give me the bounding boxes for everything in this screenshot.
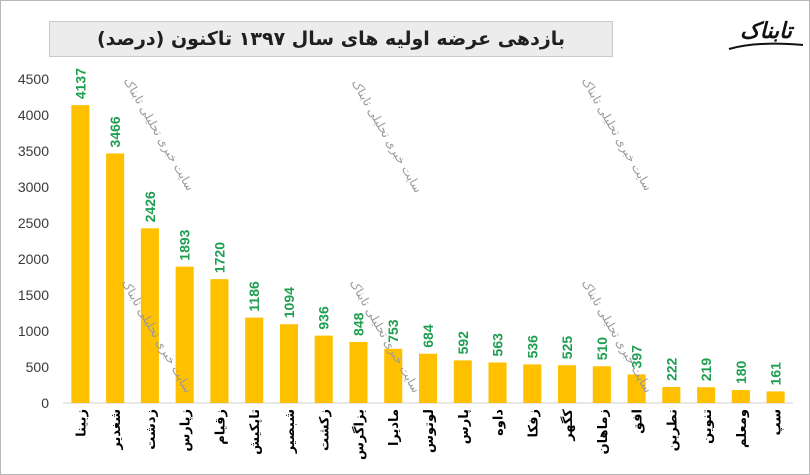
category-label: کگهر xyxy=(560,409,576,442)
logo-swoosh-icon xyxy=(728,42,804,50)
bar xyxy=(175,266,194,403)
value-label: 4137 xyxy=(72,68,88,99)
bar xyxy=(697,387,716,403)
bar xyxy=(418,353,438,403)
bar xyxy=(627,374,646,403)
bar xyxy=(279,324,298,403)
value-label: 219 xyxy=(698,358,714,382)
value-label: 222 xyxy=(663,357,679,381)
category-label: شبصیر xyxy=(283,409,298,454)
category-label: سپ xyxy=(770,409,785,436)
bar xyxy=(140,228,159,403)
bar xyxy=(384,348,403,403)
value-label: 936 xyxy=(316,306,332,330)
y-tick-label: 4500 xyxy=(18,71,49,87)
category-label: ومعلم xyxy=(735,409,750,448)
bar xyxy=(662,387,681,403)
value-label: 753 xyxy=(385,319,401,343)
value-label: 397 xyxy=(629,345,645,369)
category-label: تاپکیش xyxy=(248,409,263,455)
title-bar: بازدهی عرضه اولیه های سال ۱۳۹۷ تاکنون (د… xyxy=(49,21,613,57)
value-label: 848 xyxy=(350,312,366,336)
logo: تابناک xyxy=(725,9,807,53)
y-tick-label: 3500 xyxy=(18,143,49,159)
category-label: داوه xyxy=(492,409,507,436)
value-label: 592 xyxy=(455,331,471,355)
y-tick-label: 2000 xyxy=(18,251,49,267)
y-tick-label: 4000 xyxy=(18,107,49,123)
bar xyxy=(488,362,507,403)
value-label: 563 xyxy=(490,333,506,357)
bar xyxy=(314,335,333,403)
bar xyxy=(766,391,785,403)
category-label: زماهان xyxy=(596,409,611,454)
value-label: 1094 xyxy=(281,287,297,318)
value-label: 684 xyxy=(420,324,436,348)
y-tick-label: 2500 xyxy=(18,215,49,231)
category-label: شغدیر xyxy=(109,409,124,451)
value-label: 180 xyxy=(733,360,749,384)
bar xyxy=(349,341,368,403)
y-tick-label: 1000 xyxy=(18,323,49,339)
value-label: 2426 xyxy=(142,191,158,222)
y-tick-label: 0 xyxy=(41,395,49,411)
category-label: زفکا xyxy=(526,409,541,437)
bar xyxy=(558,365,577,403)
bar xyxy=(210,279,229,403)
bar xyxy=(71,105,90,404)
chart-title: بازدهی عرضه اولیه های سال ۱۳۹۷ تاکنون (د… xyxy=(96,28,566,50)
category-label: پارس xyxy=(457,409,472,444)
value-label: 1720 xyxy=(211,242,227,273)
value-label: 510 xyxy=(594,337,610,361)
value-label: 1186 xyxy=(246,281,262,312)
y-tick-label: 1500 xyxy=(18,287,49,303)
y-tick-label: 3000 xyxy=(18,179,49,195)
category-label: بزاگرس xyxy=(351,409,367,460)
value-label: 536 xyxy=(524,335,540,359)
category-label: ماديرا xyxy=(387,409,402,446)
bar xyxy=(245,317,264,403)
value-label: 1893 xyxy=(177,229,193,260)
logo-text: تابناک xyxy=(740,18,792,44)
value-label: 161 xyxy=(768,362,784,386)
value-label: 525 xyxy=(559,336,575,360)
category-label: زبینا xyxy=(74,409,89,437)
category-label: زپارس xyxy=(179,409,194,452)
category-label: زدشت xyxy=(144,409,159,450)
bar xyxy=(592,366,611,403)
category-label: لوتوس xyxy=(422,409,437,453)
bar xyxy=(453,360,472,403)
value-label: 3466 xyxy=(107,116,123,147)
category-label: افق xyxy=(631,409,646,434)
y-tick-label: 500 xyxy=(26,359,50,375)
bar xyxy=(523,364,542,403)
bar xyxy=(106,153,125,403)
category-label: تنوین xyxy=(700,409,715,444)
category-label: زکشت xyxy=(318,409,333,451)
category-label: نطرین xyxy=(665,409,680,451)
category-label: زقیام xyxy=(213,409,228,445)
bar xyxy=(731,390,750,403)
